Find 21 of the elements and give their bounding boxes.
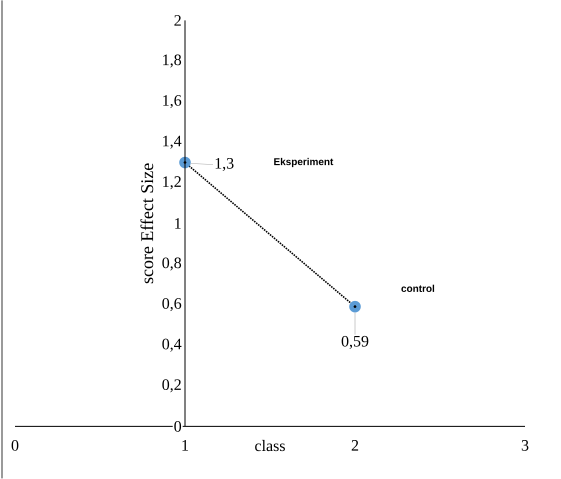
y-tick-label: 0,2 — [162, 379, 181, 392]
data-label: 0,59 — [342, 336, 368, 349]
x-tick-label: 2 — [352, 440, 358, 451]
y-tick-label: 1,4 — [163, 136, 182, 149]
y-tick-label: 0,4 — [162, 338, 182, 352]
x-tick-label: 0 — [12, 440, 18, 451]
data-label: 1,3 — [216, 158, 234, 172]
y-tick-label: 0 — [174, 421, 182, 432]
y-tick-label: 1,2 — [163, 176, 181, 190]
y-tick-label: 0,6 — [162, 298, 182, 312]
annotation: Eksperiment — [274, 158, 334, 168]
x-tick-label: 1 — [182, 440, 188, 451]
y-tick-label: 1 — [175, 218, 181, 229]
x-tick-label: 3 — [522, 440, 528, 451]
annotation: control — [401, 284, 434, 292]
y-tick-label: 1,6 — [163, 95, 182, 108]
x-axis-title: class — [255, 440, 285, 452]
y-tick-label: 1,8 — [163, 54, 182, 68]
y-tick-label: 0,8 — [162, 258, 182, 271]
y-axis-title: score Effect Size — [140, 164, 154, 284]
y-tick-label: 2 — [174, 15, 181, 26]
